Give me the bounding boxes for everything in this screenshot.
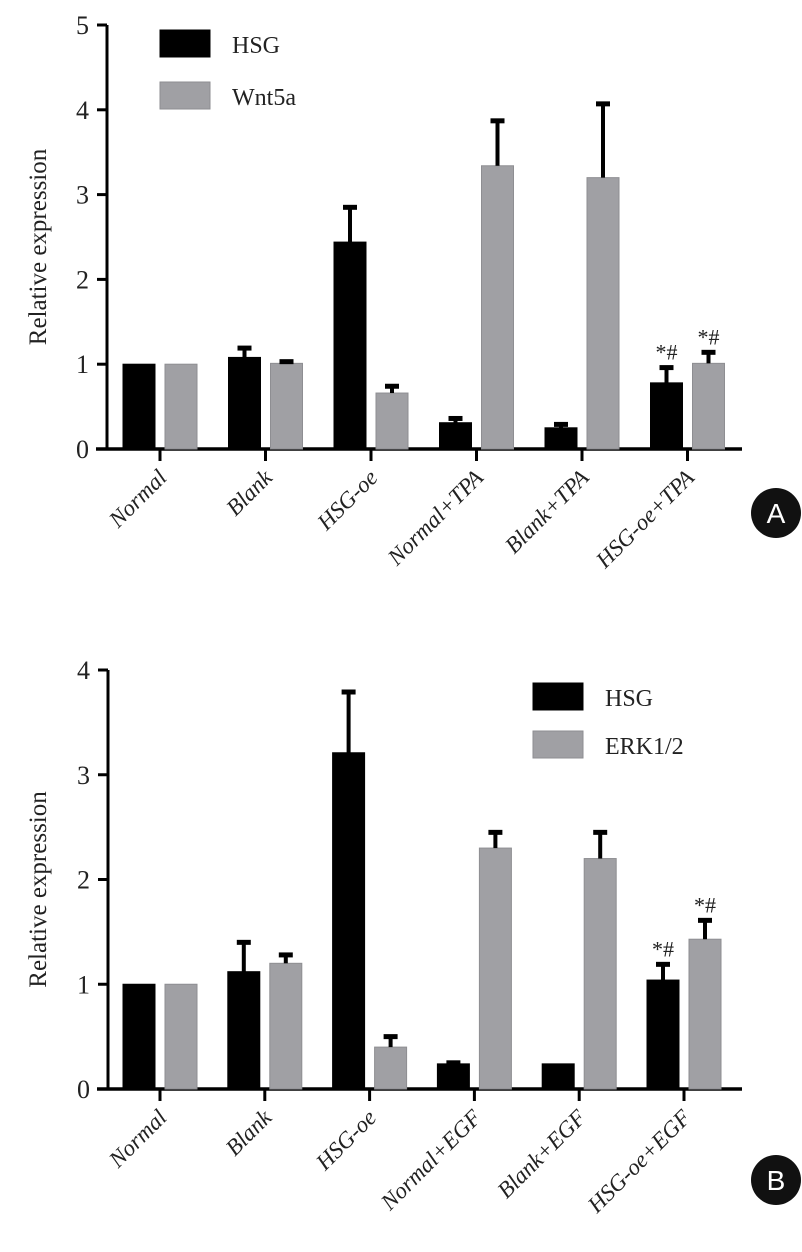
legend-swatch [532,682,584,711]
bar-hsg-2 [332,752,366,1090]
x-tick-label: HSG-oe+EGF [582,1104,696,1218]
significance-annotation: *# [656,340,678,365]
x-tick-label: Blank [221,464,277,520]
bar-hsg-1 [228,356,261,450]
x-tick-label: Normal+EGF [375,1104,486,1215]
bar-wnt5a-4 [586,177,620,450]
y-axis-title: Relative expression [25,791,52,988]
y-tick-label: 3 [77,761,90,790]
x-tick-label: HSG-oe [310,1105,381,1176]
y-axis-title: Relative expression [25,148,52,345]
significance-annotation: *# [694,892,716,917]
y-tick-label: 2 [77,866,90,895]
y-tick-label: 1 [77,970,90,999]
bar-hsg-5 [646,979,680,1090]
bar-hsg-5 [650,382,683,450]
significance-annotation: *# [652,936,674,961]
bar-wnt5a-0 [164,363,198,450]
x-tick-label: Blank+EGF [493,1104,592,1203]
x-tick-label: Blank+TPA [500,464,594,558]
bar-hsg-3 [436,1063,470,1090]
bar-hsg-4 [541,1063,575,1090]
bar-hsg-1 [227,971,261,1090]
y-tick-label: 2 [76,265,89,294]
y-tick-label: 4 [76,96,89,125]
x-tick-label: Normal+TPA [382,464,489,571]
legend: HSG ERK1/2 [532,682,684,760]
bar-hsg-4 [544,427,578,450]
legend-swatch [159,81,211,110]
bar-wnt5a-5 [692,362,725,450]
y-tick-label: 0 [76,435,89,464]
y-tick-label: 3 [76,181,89,210]
bar-erk1-2-0 [164,983,198,1090]
panel-a: 0 1 2 3 4 5 Relative expression Normal Blank HSG-… [25,11,801,573]
y-tick-label: 0 [77,1075,90,1104]
x-tick-label: Normal [103,465,171,533]
bar-erk1-2-3 [478,847,512,1090]
legend-swatch [159,29,211,58]
legend-label: Wnt5a [232,85,296,111]
bar-erk1-2-2 [374,1046,408,1090]
bar-erk1-2-4 [583,858,617,1090]
bar-wnt5a-2 [375,392,409,450]
x-tick-label: HSG-oe+TPA [590,464,699,573]
bar-hsg-3 [439,422,472,450]
legend-swatch [532,730,584,759]
legend-label: ERK1/2 [605,734,684,760]
bar-erk1-2-1 [269,962,303,1090]
legend-label: HSG [232,33,280,59]
bar-wnt5a-1 [270,362,303,450]
x-tick-label: Normal [103,1105,171,1173]
bar-hsg-0 [122,363,156,450]
significance-annotation: *# [698,324,720,349]
bar-hsg-0 [122,983,156,1090]
bar-hsg-2 [333,241,367,450]
x-tick-label: Blank [221,1104,277,1160]
panel-badge-label: B [767,1165,786,1196]
x-tick-label: HSG-oe [312,465,383,536]
legend-label: HSG [605,686,653,712]
bar-wnt5a-3 [481,165,514,450]
panel-badge [751,488,801,538]
y-tick-label: 4 [77,656,90,685]
bar-erk1-2-5 [688,938,722,1090]
panel-badge [751,1155,801,1205]
panel-badge-label: A [767,498,786,529]
panel-b: 0 1 2 3 4 Relative expression Normal Blank HSG-o… [25,656,801,1218]
y-tick-label: 5 [76,11,89,40]
y-tick-label: 1 [76,350,89,379]
legend: HSG Wnt5a [159,29,296,111]
